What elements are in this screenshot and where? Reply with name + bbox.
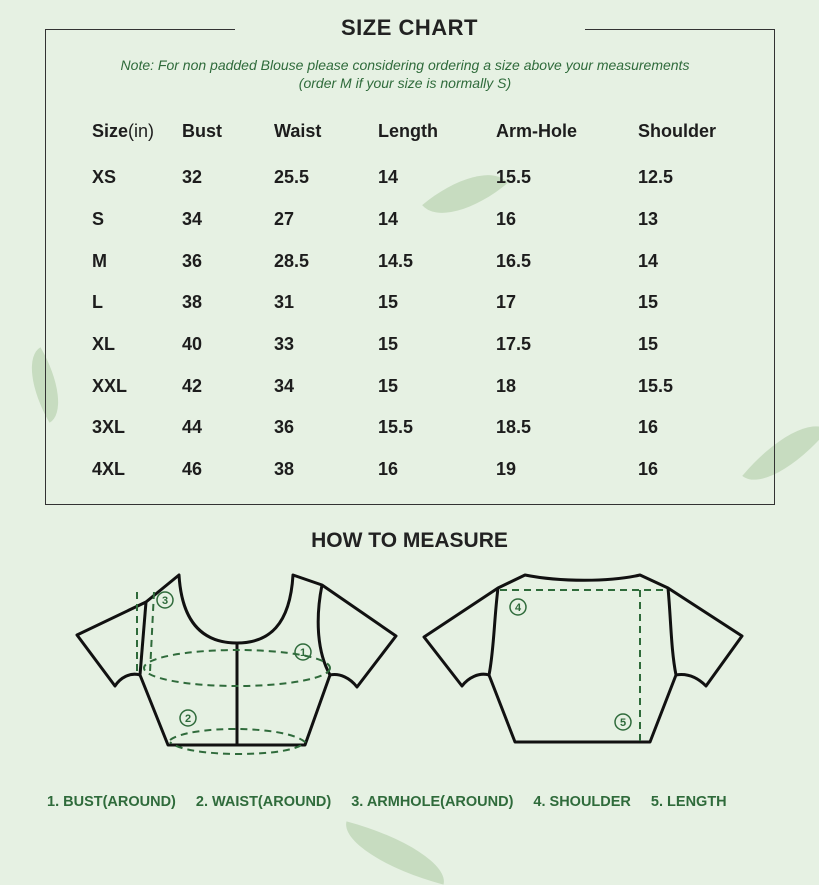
cell-waist: 31 [274,292,295,313]
cell-waist: 28.5 [274,250,310,271]
table-row: 4XL 46 38 16 19 16 [86,449,758,491]
cell-length: 16 [378,459,399,480]
cell-bust: 44 [182,417,203,438]
measurement-legend: 1. BUST(AROUND) 2. WAIST(AROUND) 3. ARMH… [47,794,747,810]
marker-1: 1 [294,643,312,661]
cell-size: L [92,292,103,313]
cell-bust: 46 [182,459,203,480]
marker-3: 3 [156,591,174,609]
header-shoulder: Shoulder [638,120,717,141]
cell-length: 15 [378,292,399,313]
marker-2: 2 [179,709,197,727]
table-row: S 34 27 14 16 13 [86,199,758,241]
back-blouse-outline [422,573,744,744]
legend-bust: 1. BUST(AROUND) [47,794,176,810]
cell-shoulder: 13 [638,209,659,230]
cell-length: 15.5 [378,417,414,438]
cell-bust: 32 [182,167,203,188]
front-blouse-outline [75,573,398,747]
cell-size: 4XL [92,459,126,480]
cell-bust: 42 [182,375,203,396]
how-to-measure-title: HOW TO MEASURE [311,529,508,552]
svg-text:3: 3 [162,595,168,607]
cell-bust: 38 [182,292,203,313]
frame-divider [45,29,235,30]
legend-waist: 2. WAIST(AROUND) [195,794,332,810]
svg-text:1: 1 [300,647,306,659]
cell-size: XS [92,167,117,188]
table-row: XS 32 25.5 14 15.5 12.5 [86,157,758,199]
cell-size: XL [92,334,116,355]
measurement-diagram: 3 1 2 4 5 [75,573,744,755]
cell-waist: 27 [274,209,295,230]
cell-waist: 36 [274,417,295,438]
front-measure-lines [136,591,331,755]
cell-shoulder: 15 [638,334,659,355]
cell-armhole: 15.5 [496,167,532,188]
svg-text:2: 2 [185,713,191,725]
cell-bust: 40 [182,334,203,355]
svg-text:4: 4 [515,602,522,614]
cell-armhole: 18 [496,375,517,396]
cell-size: XXL [92,375,128,396]
table-row: L 38 31 15 17 15 [86,282,758,324]
size-table: Size(in) Bust Waist Length Arm-Hole Shou… [86,115,758,491]
table-header-row: Size(in) Bust Waist Length Arm-Hole Shou… [86,115,758,157]
cell-waist: 33 [274,334,295,355]
table-row: M 36 28.5 14.5 16.5 14 [86,240,758,282]
cell-shoulder: 12.5 [638,167,674,188]
leaf-decoration [337,821,453,885]
cell-length: 15 [378,334,399,355]
cell-armhole: 17.5 [496,334,532,355]
cell-length: 15 [378,375,399,396]
marker-5: 5 [614,713,632,731]
cell-shoulder: 16 [638,459,659,480]
cell-waist: 38 [274,459,295,480]
cell-size: M [92,250,107,271]
back-measure-lines [500,589,668,742]
cell-length: 14.5 [378,250,414,271]
header-bust: Bust [182,120,222,141]
header-unit: (in) [128,120,155,141]
page-title: SIZE CHART [341,15,478,40]
cell-waist: 25.5 [274,167,310,188]
cell-length: 14 [378,167,399,188]
table-row: XL 40 33 15 17.5 15 [86,324,758,366]
table-row: XXL 42 34 15 18 15.5 [86,365,758,407]
legend-armhole: 3. ARMHOLE(AROUND) [351,794,514,810]
cell-waist: 34 [274,375,295,396]
header-length: Length [378,120,438,141]
cell-armhole: 16 [496,209,517,230]
header-size: Size(in) [86,115,182,157]
cell-armhole: 18.5 [496,417,532,438]
cell-size: S [92,209,105,230]
legend-length: 5. LENGTH [650,794,727,810]
table-row: 3XL 44 36 15.5 18.5 16 [86,407,758,449]
frame-divider [585,29,775,30]
size-chart-frame [45,29,775,505]
header-size-label: Size [92,120,129,141]
svg-text:5: 5 [620,717,626,729]
cell-length: 14 [378,209,399,230]
sizing-note: Note: For non padded Blouse please consi… [60,56,750,92]
cell-shoulder: 15.5 [638,375,674,396]
note-line-1: Note: For non padded Blouse please consi… [120,57,690,73]
header-armhole: Arm-Hole [496,120,578,141]
cell-armhole: 17 [496,292,517,313]
cell-shoulder: 16 [638,417,659,438]
cell-shoulder: 15 [638,292,659,313]
cell-size: 3XL [92,417,126,438]
cell-shoulder: 14 [638,250,659,271]
header-waist: Waist [274,120,322,141]
cell-bust: 36 [182,250,203,271]
cell-armhole: 16.5 [496,250,532,271]
cell-armhole: 19 [496,459,517,480]
legend-shoulder: 4. SHOULDER [533,794,631,810]
cell-bust: 34 [182,209,203,230]
marker-4: 4 [509,598,527,616]
note-line-2: (order M if your size is normally S) [298,75,512,91]
